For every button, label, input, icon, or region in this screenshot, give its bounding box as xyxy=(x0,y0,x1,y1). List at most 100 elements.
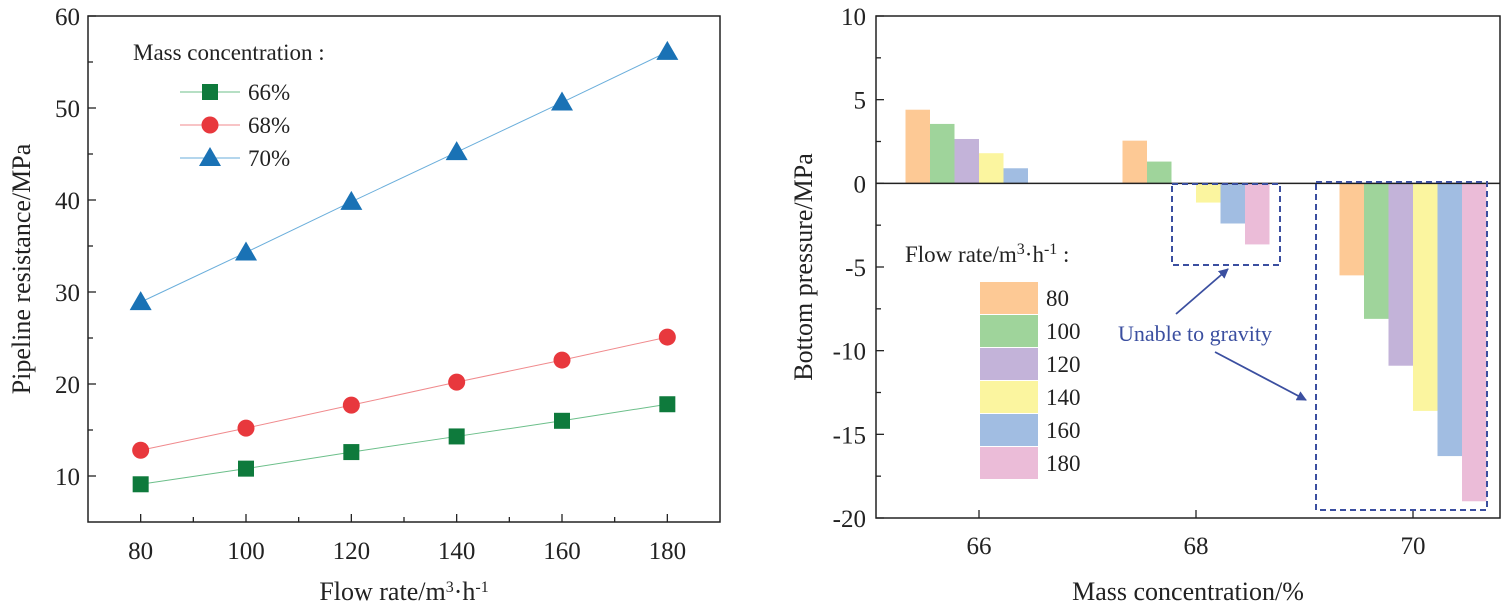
data-point xyxy=(445,141,468,161)
y-tick-label: 30 xyxy=(55,280,80,307)
legend-label: 120 xyxy=(1046,352,1081,377)
bar xyxy=(1220,183,1245,224)
legend-swatch xyxy=(980,315,1038,347)
dashed-highlight-box xyxy=(1315,181,1488,511)
series-line xyxy=(140,403,668,485)
pipeline-resistance-chart: 80 100 120 140 160 180 10 20 30 40 50 60 Flow rate/m… xyxy=(7,4,721,606)
series-line xyxy=(140,51,668,303)
x-tick-label: 120 xyxy=(333,538,371,565)
data-point xyxy=(448,373,466,391)
y-axis-label: Pipeline resistance/MPa xyxy=(7,143,36,394)
data-point xyxy=(448,428,465,445)
legend-title: Flow rate/m3·h-1 : xyxy=(905,241,1069,268)
legend-marker xyxy=(201,116,219,134)
data-point xyxy=(551,91,573,111)
legend-label: 70% xyxy=(248,146,290,171)
bar xyxy=(1147,161,1172,184)
y-tick-label: 40 xyxy=(55,188,80,215)
bar xyxy=(1413,183,1438,411)
data-point xyxy=(235,241,257,261)
bar xyxy=(1364,183,1389,319)
x-tick-label: 160 xyxy=(543,538,581,565)
y-tick-label: -15 xyxy=(833,422,866,449)
data-point xyxy=(343,444,360,461)
y-tick-label: 10 xyxy=(55,464,80,491)
bar xyxy=(954,138,979,184)
bar xyxy=(1339,183,1364,276)
bottom-pressure-chart: 80 100 120 140 160 180 10 5 0 -5 -10 -15 -20 66 68 70 Ma… xyxy=(789,4,1501,606)
legend-swatch xyxy=(980,348,1038,380)
bar-series-120: 120 xyxy=(954,138,1413,380)
dashed-highlight-box xyxy=(1171,183,1281,266)
legend-label: 100 xyxy=(1046,319,1081,344)
bar xyxy=(1462,183,1487,502)
bar xyxy=(930,123,955,184)
bar xyxy=(1122,140,1147,184)
x-tick-label: 66 xyxy=(967,533,992,560)
annotation-arrow xyxy=(1175,268,1229,315)
legend-label: 80 xyxy=(1046,286,1069,311)
x-tick-label: 70 xyxy=(1401,533,1426,560)
y-tick-label: -5 xyxy=(845,255,866,282)
bar-series-100: 100 xyxy=(930,123,1389,347)
bar-series-80: 80 xyxy=(905,109,1364,314)
bar xyxy=(1003,168,1028,184)
series-line xyxy=(140,336,668,451)
legend-marker xyxy=(199,147,221,166)
bar-series-140: 140 xyxy=(979,153,1438,413)
legend-title: Mass concentration : xyxy=(133,40,325,65)
series-68pct: 68% xyxy=(132,113,676,459)
y-tick-label: 10 xyxy=(841,4,866,31)
y-tick-label: -10 xyxy=(833,339,866,366)
legend-swatch xyxy=(980,381,1038,413)
x-tick-label: 180 xyxy=(649,538,687,565)
annotation-arrow xyxy=(1214,351,1307,401)
y-axis-label: Bottom pressure/MPa xyxy=(789,153,818,381)
legend-label: 68% xyxy=(248,113,290,138)
bar-series-180: 180 xyxy=(980,183,1487,502)
series-70pct: 70% xyxy=(129,40,679,311)
legend-label: 160 xyxy=(1046,418,1081,443)
legend-marker xyxy=(202,84,218,100)
legend-label: 140 xyxy=(1046,385,1081,410)
series-66pct: 66% xyxy=(132,80,676,493)
bar-series-160: 160 xyxy=(980,168,1462,457)
data-point xyxy=(554,412,570,429)
legend-swatch xyxy=(980,414,1038,446)
bar xyxy=(1437,183,1462,457)
legend-swatch xyxy=(980,282,1038,314)
data-point xyxy=(132,476,149,493)
bar xyxy=(905,109,930,184)
y-tick-label: 20 xyxy=(55,372,80,399)
x-tick-label: 140 xyxy=(438,538,476,565)
y-tick-label: 60 xyxy=(55,4,80,31)
x-tick-label: 100 xyxy=(227,538,265,565)
annotation-text: Unable to gravity xyxy=(1118,321,1272,346)
bar xyxy=(1196,183,1221,203)
legend-swatch xyxy=(980,447,1038,479)
data-point xyxy=(340,190,363,210)
y-tick-label: -20 xyxy=(833,506,866,533)
x-tick-label: 68 xyxy=(1184,533,1209,560)
data-point xyxy=(342,396,360,414)
data-point xyxy=(129,291,152,311)
data-point xyxy=(132,441,150,459)
data-point xyxy=(553,351,571,369)
y-tick-label: 0 xyxy=(854,171,867,198)
legend-label: 66% xyxy=(248,80,290,105)
bar xyxy=(1245,183,1270,245)
x-axis-label: Mass concentration/% xyxy=(1072,577,1304,606)
legend-label: 180 xyxy=(1046,451,1081,476)
data-point xyxy=(238,460,254,477)
x-axis-label: Flow rate/m3·h-1 xyxy=(319,577,488,606)
y-tick-label: 5 xyxy=(854,88,867,115)
bar xyxy=(979,153,1004,184)
data-point xyxy=(658,328,676,346)
data-point xyxy=(237,419,255,437)
data-point xyxy=(659,396,676,413)
x-tick-label: 80 xyxy=(128,538,153,565)
y-tick-label: 50 xyxy=(55,96,80,123)
bar xyxy=(1388,183,1413,366)
data-point xyxy=(656,40,679,60)
